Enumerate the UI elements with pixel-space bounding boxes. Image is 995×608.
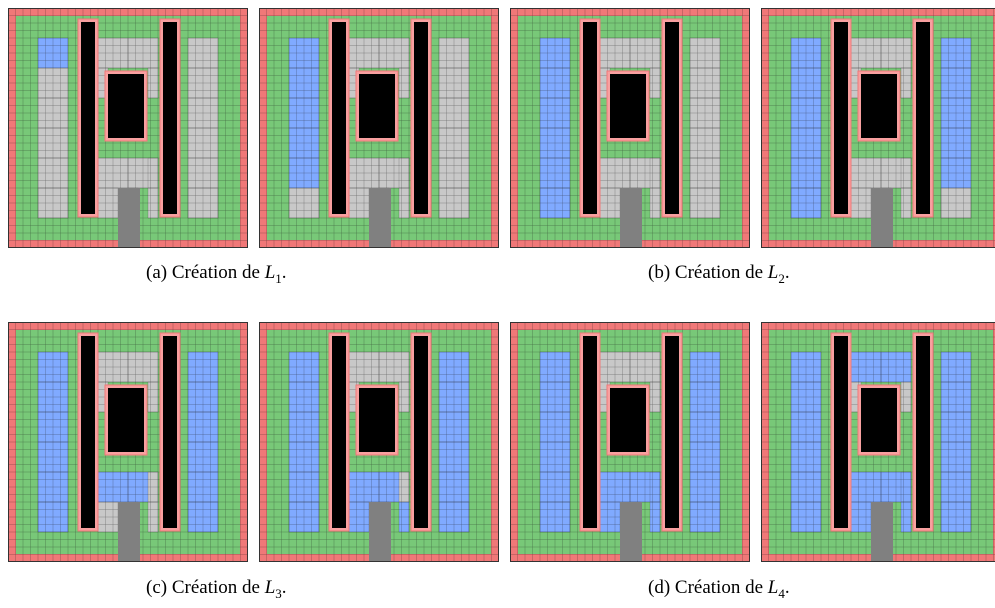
obstacle [414, 22, 428, 214]
door [369, 502, 391, 562]
obstacle [81, 336, 95, 528]
panel-d-right [761, 322, 995, 562]
floor-grid [259, 8, 499, 248]
obstacle [414, 336, 428, 528]
panel-b-left [510, 8, 750, 248]
floor-grid [8, 8, 248, 248]
obstacle [610, 74, 646, 138]
cell-lines [288, 351, 470, 533]
caption-a: (a) Création de L1. [146, 262, 287, 286]
obstacle [108, 74, 144, 138]
floor-grid [761, 8, 995, 248]
panel-border [259, 322, 499, 562]
obstacle [359, 74, 395, 138]
caption-d: (d) Création de L4. [648, 577, 790, 601]
obstacle [916, 22, 930, 214]
obstacle [610, 388, 646, 452]
panel-border [510, 322, 750, 562]
obstacle [834, 22, 848, 214]
panel-border [259, 8, 499, 248]
panel-border [510, 8, 750, 248]
obstacle [916, 336, 930, 528]
obstacle [861, 388, 897, 452]
door [118, 188, 140, 248]
obstacle [108, 388, 144, 452]
floor-grid [259, 322, 499, 562]
cell-lines [37, 351, 219, 533]
panel-border [8, 8, 248, 248]
door [620, 188, 642, 248]
caption-b: (b) Création de L2. [648, 262, 790, 286]
panel-b-right [761, 8, 995, 248]
panel-c-left [8, 322, 248, 562]
obstacle [359, 388, 395, 452]
panel-c-right [259, 322, 499, 562]
panel-border [761, 322, 995, 562]
door [620, 502, 642, 562]
panel-border [761, 8, 995, 248]
obstacle [163, 22, 177, 214]
door [118, 502, 140, 562]
cell-lines [539, 351, 721, 533]
door [871, 502, 893, 562]
obstacle [834, 336, 848, 528]
caption-c: (c) Création de L3. [146, 577, 287, 601]
panel-a-left [8, 8, 248, 248]
obstacle [665, 22, 679, 214]
floor-grid [510, 322, 750, 562]
floor-grid [761, 322, 995, 562]
obstacle [583, 22, 597, 214]
obstacle [861, 74, 897, 138]
obstacle [163, 336, 177, 528]
panel-d-left [510, 322, 750, 562]
obstacle [583, 336, 597, 528]
obstacle [332, 22, 346, 214]
floor-grid [510, 8, 750, 248]
door [871, 188, 893, 248]
door [369, 188, 391, 248]
floor-grid [8, 322, 248, 562]
obstacle [665, 336, 679, 528]
panel-a-right [259, 8, 499, 248]
panel-border [8, 322, 248, 562]
obstacle [81, 22, 95, 214]
obstacle [332, 336, 346, 528]
